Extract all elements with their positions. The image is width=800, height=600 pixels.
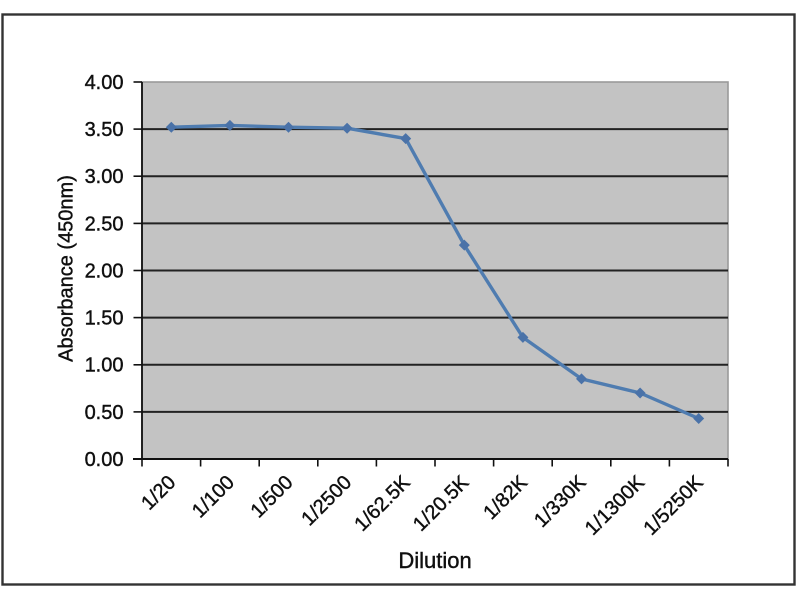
svg-text:1/82K: 1/82K (479, 471, 532, 524)
svg-text:Absorbance (450nm): Absorbance (450nm) (56, 175, 78, 362)
svg-text:2.00: 2.00 (85, 261, 124, 283)
svg-text:1.00: 1.00 (85, 355, 124, 377)
svg-text:Dilution: Dilution (398, 548, 471, 573)
svg-text:3.50: 3.50 (85, 119, 124, 141)
svg-text:1/20.5K: 1/20.5K (409, 471, 474, 536)
svg-text:1/500: 1/500 (247, 471, 298, 522)
svg-text:4.00: 4.00 (85, 72, 124, 94)
svg-text:1/62.5K: 1/62.5K (350, 471, 415, 536)
svg-text:1/2500: 1/2500 (297, 471, 356, 530)
svg-text:1/1300K: 1/1300K (581, 471, 650, 540)
svg-text:1.50: 1.50 (85, 308, 124, 330)
svg-text:0.00: 0.00 (85, 449, 124, 471)
svg-text:1/100: 1/100 (188, 471, 239, 522)
svg-text:1/20: 1/20 (137, 471, 180, 514)
svg-text:3.00: 3.00 (85, 166, 124, 188)
svg-text:2.50: 2.50 (85, 213, 124, 235)
svg-text:0.50: 0.50 (85, 402, 124, 424)
svg-text:1/5250K: 1/5250K (639, 471, 708, 540)
